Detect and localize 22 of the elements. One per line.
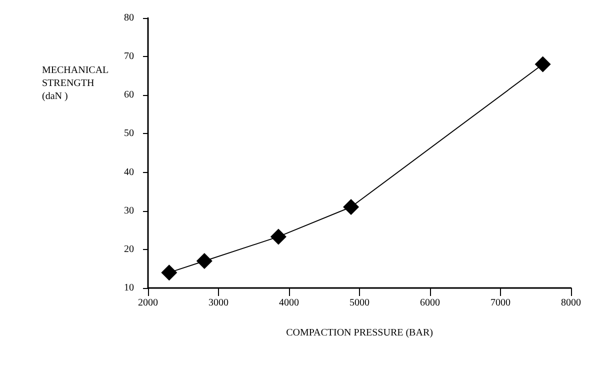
x-tick-label: 2000 [138,298,158,308]
y-tick-label: 60 [124,90,134,101]
point [343,199,360,215]
point [270,228,286,245]
y-tick-label: 30 [124,205,134,216]
y-axis-title: MECHANICAL STRENGTH (daN ) [42,65,109,102]
y-tick-label: 80 [124,12,134,24]
x-axis-title: COMPACTION PRESSURE (BAR) [286,328,433,338]
y-tick-label: 40 [124,166,134,178]
y-tick-label: 10 [124,282,134,294]
y-tick-label: 70 [124,51,134,62]
x-tick-label: 6000 [420,298,440,308]
y-tick-label: 20 [124,244,134,255]
x-tick-label: 3000 [208,298,228,308]
point [161,264,178,281]
point [534,56,551,72]
x-tick-label: 8000 [561,298,581,308]
x-tick-label: 7000 [490,298,510,308]
point [196,253,212,269]
x-tick-label: 5000 [350,298,370,308]
x-tick-label: 4000 [279,298,299,308]
y-tick-label: 50 [124,128,134,140]
